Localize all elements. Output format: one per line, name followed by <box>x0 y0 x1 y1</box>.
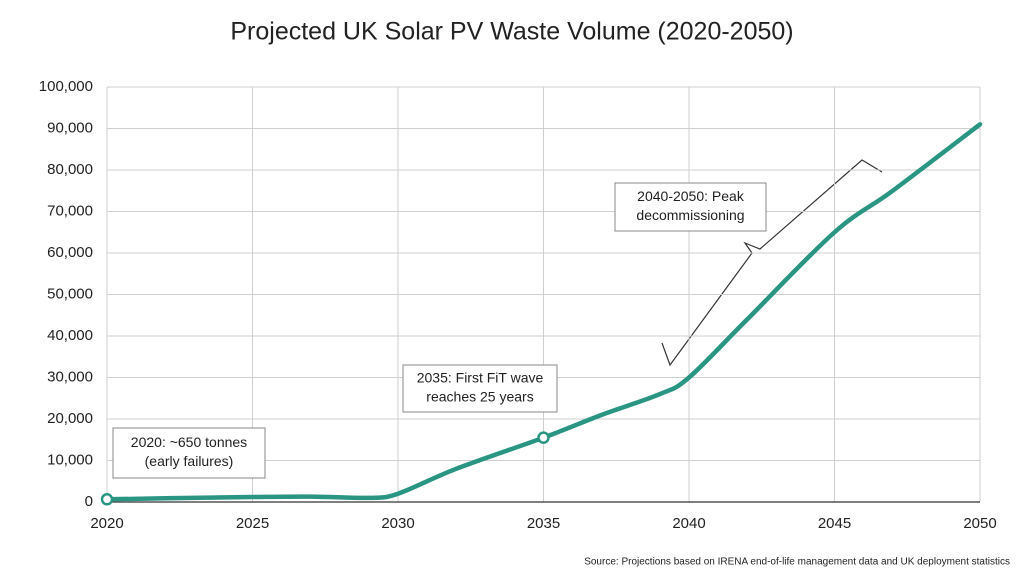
y-tick-label: 0 <box>85 493 93 510</box>
y-tick-label: 70,000 <box>47 202 93 219</box>
annotation-box <box>112 427 266 479</box>
source-note: Source: Projections based on IRENA end-o… <box>584 557 1010 568</box>
x-tick-label: 2050 <box>963 515 996 532</box>
x-tick-label: 2040 <box>672 515 705 532</box>
annotation-text: 2020: ~650 tonnes <box>131 434 247 450</box>
y-tick-label: 50,000 <box>47 285 93 302</box>
x-tick-label: 2025 <box>236 515 269 532</box>
y-tick-label: 20,000 <box>47 410 93 427</box>
x-tick-label: 2020 <box>90 515 123 532</box>
point-marker <box>100 493 114 506</box>
x-tick-label: 2030 <box>381 515 414 532</box>
series-line <box>104 122 983 502</box>
x-tick-label: 2045 <box>818 515 851 532</box>
annotation-box <box>614 182 767 232</box>
annotation-text: decommissioning <box>636 207 744 223</box>
y-tick-label: 30,000 <box>47 368 93 385</box>
x-tick-label: 2035 <box>527 515 560 532</box>
y-tick-label: 10,000 <box>47 451 93 468</box>
y-tick-label: 100,000 <box>39 78 93 95</box>
chart-title: Projected UK Solar PV Waste Volume (2020… <box>230 18 793 46</box>
annotation-box <box>402 364 558 413</box>
y-tick-label: 90,000 <box>47 119 93 136</box>
y-tick-label: 60,000 <box>47 244 93 261</box>
annotation-text: 2035: First FiT wave <box>417 370 544 386</box>
point-marker <box>537 431 550 444</box>
annotation-text: (early failures) <box>145 453 234 469</box>
y-tick-label: 80,000 <box>47 161 93 178</box>
y-tick-label: 40,000 <box>47 327 93 344</box>
brace <box>661 159 883 367</box>
annotation-text: 2040-2050: Peak <box>637 188 745 204</box>
annotation-text: reaches 25 years <box>426 389 533 405</box>
